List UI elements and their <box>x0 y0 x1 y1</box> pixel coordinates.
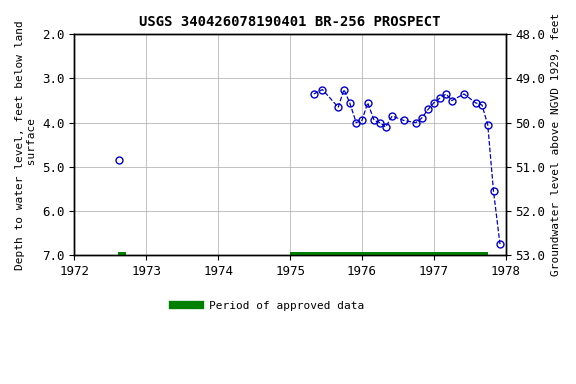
Y-axis label: Groundwater level above NGVD 1929, feet: Groundwater level above NGVD 1929, feet <box>551 13 561 276</box>
Title: USGS 340426078190401 BR-256 PROSPECT: USGS 340426078190401 BR-256 PROSPECT <box>139 15 441 29</box>
Y-axis label: Depth to water level, feet below land
 surface: Depth to water level, feet below land su… <box>15 20 37 270</box>
Legend: Period of approved data: Period of approved data <box>168 295 369 316</box>
